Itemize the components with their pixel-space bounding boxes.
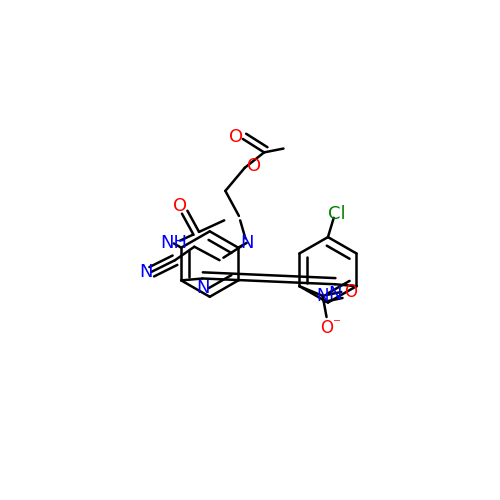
Text: N: N xyxy=(139,263,152,281)
Text: N: N xyxy=(316,287,329,305)
Text: O: O xyxy=(229,128,243,146)
Text: N: N xyxy=(240,234,254,252)
Text: O: O xyxy=(172,197,186,215)
Text: N: N xyxy=(196,279,209,297)
Text: ⁻: ⁻ xyxy=(334,316,342,332)
Text: N: N xyxy=(328,285,342,303)
Text: O: O xyxy=(344,283,358,301)
Text: O: O xyxy=(320,319,333,337)
Text: NH: NH xyxy=(160,234,188,252)
Text: Cl: Cl xyxy=(328,205,345,223)
Text: O: O xyxy=(248,157,262,175)
